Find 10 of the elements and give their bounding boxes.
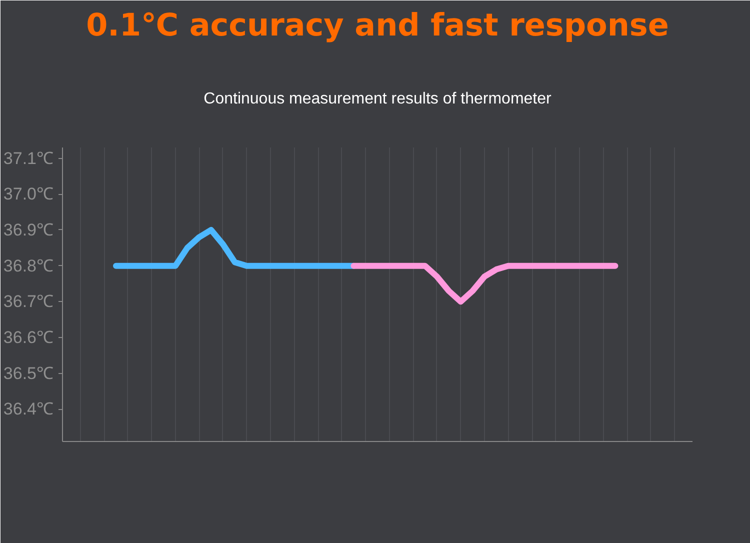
y-tick-label: 36.9℃ bbox=[3, 220, 54, 240]
y-tick-label: 36.7℃ bbox=[3, 292, 54, 312]
y-tick-label: 37.1℃ bbox=[3, 148, 54, 168]
y-tick-label: 36.8℃ bbox=[3, 256, 54, 276]
chart-title: 0.1℃ accuracy and fast response bbox=[86, 8, 669, 44]
y-tick-label: 36.4℃ bbox=[3, 400, 54, 419]
chart-subtitle: Continuous measurement results of thermometer bbox=[204, 90, 552, 108]
y-tick-label: 37.0℃ bbox=[3, 184, 54, 204]
y-tick-label: 36.6℃ bbox=[3, 328, 54, 348]
y-tick-label: 36.5℃ bbox=[3, 364, 54, 383]
